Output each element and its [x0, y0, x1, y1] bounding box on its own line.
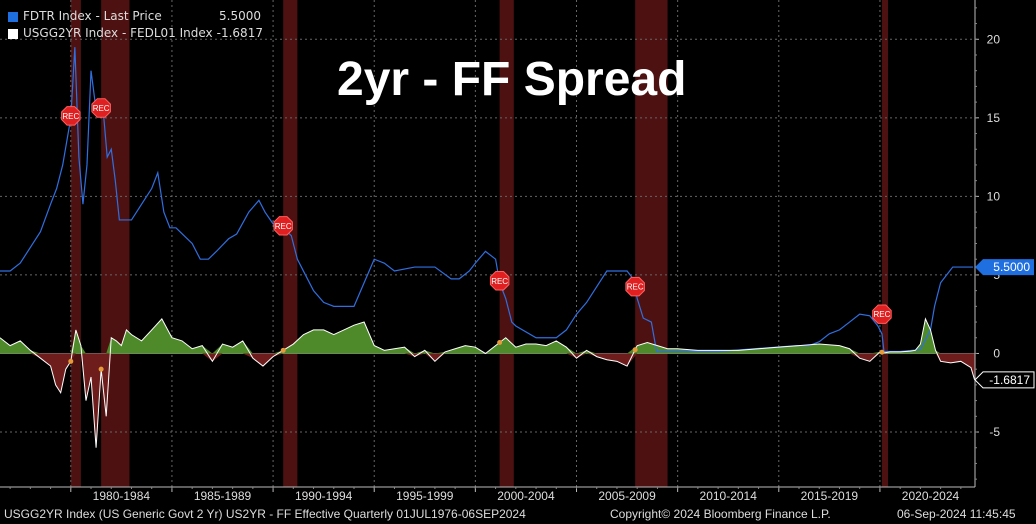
recession-band: [101, 0, 130, 487]
fdtr-last-value-text: 5.5000: [993, 260, 1030, 274]
spread-last-value-tag: [974, 371, 1035, 389]
y-tick-label: -5: [989, 425, 1000, 439]
legend-swatch-fdtr: [8, 11, 18, 22]
recession-band: [881, 0, 889, 487]
chart-title: 2yr - FF Spread: [337, 53, 687, 106]
rec-onset-dot: [632, 347, 638, 353]
legend-item-fdtr: FDTR Index - Last Price 5.5000: [8, 8, 263, 25]
spread-positive-area: [0, 318, 975, 354]
x-tick-label: 2000-2004: [497, 489, 555, 503]
rec-onset-dot: [280, 347, 286, 353]
rec-marker-label: REC: [93, 104, 110, 113]
spread-last-value-text: -1.6817: [989, 373, 1030, 387]
fdtr-last-value-tag: [975, 259, 1034, 276]
footer-copyright: Copyright© 2024 Bloomberg Finance L.P.: [610, 507, 831, 521]
y-tick-label: 20: [987, 32, 1001, 46]
x-tick-label: 1990-1994: [295, 489, 353, 503]
rec-marker: [625, 276, 645, 297]
rec-onset-dot: [879, 349, 885, 355]
legend-value-spread: -1.6817: [216, 26, 263, 40]
recession-band: [635, 0, 668, 487]
legend-value-fdtr: 5.5000: [219, 9, 261, 23]
rec-marker: [273, 216, 293, 236]
spread-negative-area: [0, 353, 975, 448]
footer-description: USGG2YR Index (US Generic Govt 2 Yr) US2…: [4, 507, 526, 521]
recession-band: [283, 0, 298, 487]
rec-marker-label: REC: [491, 277, 508, 286]
x-tick-label: 1985-1989: [194, 489, 252, 503]
recession-markers: REC REC REC REC REC REC: [61, 98, 892, 372]
y-tick-label: 0: [993, 346, 1000, 360]
rec-marker-label: REC: [874, 310, 891, 319]
recession-band: [70, 0, 81, 487]
y-tick-label: 15: [987, 111, 1001, 125]
rec-marker-label: REC: [62, 112, 79, 121]
rec-marker: [61, 106, 81, 126]
x-tick-label: 2020-2024: [902, 489, 960, 503]
y-tick-label: 10: [987, 189, 1001, 203]
rec-marker: [872, 304, 892, 324]
rec-onset-dot: [497, 339, 503, 345]
spread-area: [0, 318, 975, 448]
rec-onset-dot: [68, 358, 74, 364]
legend-label-spread: USGG2YR Index - FEDL01 Index: [23, 26, 213, 40]
axes: 20151050-51980-19841985-19891990-1994199…: [0, 0, 1035, 503]
x-tick-label: 2015-2019: [801, 489, 859, 503]
x-tick-label: 2010-2014: [700, 489, 758, 503]
spread-line: [0, 317, 976, 448]
footer-timestamp: 06-Sep-2024 11:45:45: [897, 507, 1016, 521]
series-lines: [0, 47, 976, 448]
rec-marker-label: REC: [275, 222, 292, 231]
recession-band: [499, 0, 514, 487]
legend-swatch-spread: [8, 28, 18, 39]
legend-label-fdtr: FDTR Index - Last Price: [23, 9, 162, 23]
x-tick-label: 1980-1984: [93, 489, 151, 503]
x-tick-label: 2005-2009: [598, 489, 656, 503]
fdtr-line: [0, 47, 973, 353]
rec-marker: [91, 98, 111, 118]
rec-marker: [489, 271, 510, 291]
legend-item-spread: USGG2YR Index - FEDL01 Index -1.6817: [8, 25, 263, 42]
rec-onset-dot: [98, 366, 104, 372]
x-tick-label: 1995-1999: [396, 489, 454, 503]
legend: FDTR Index - Last Price 5.5000 USGG2YR I…: [8, 8, 263, 42]
rec-marker-label: REC: [627, 283, 644, 292]
